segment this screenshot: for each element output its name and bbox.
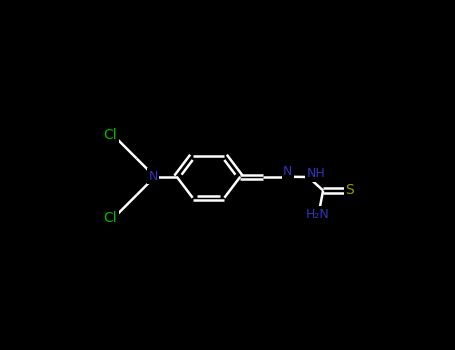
Text: N: N xyxy=(148,170,158,183)
Text: H₂N: H₂N xyxy=(306,208,330,221)
Text: Cl: Cl xyxy=(104,211,117,225)
Text: S: S xyxy=(345,183,354,197)
Text: N: N xyxy=(283,166,293,178)
Text: Cl: Cl xyxy=(104,128,117,142)
Text: NH: NH xyxy=(307,167,325,180)
